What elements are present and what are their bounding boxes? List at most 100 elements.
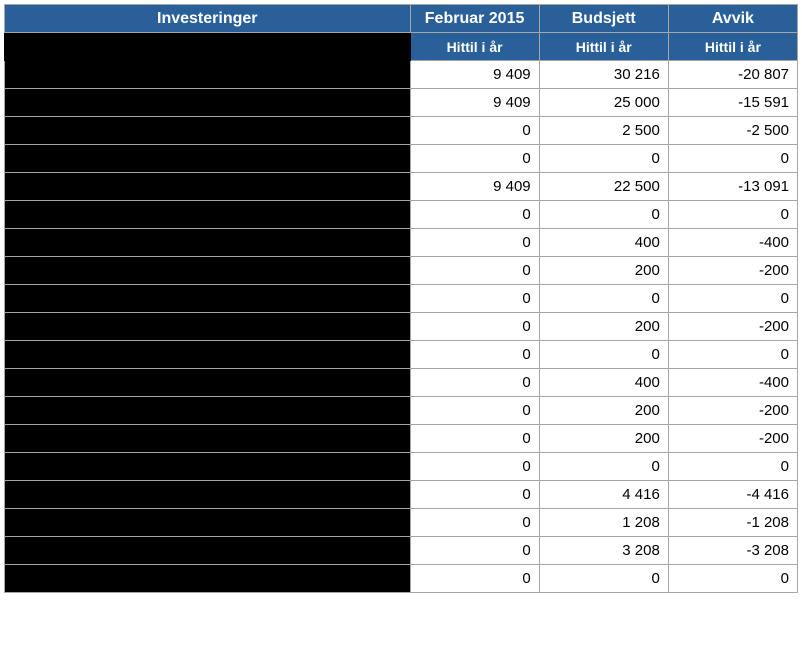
row-feb: 0 — [410, 565, 539, 593]
row-avvik: -20 807 — [668, 61, 797, 89]
row-avvik: -13 091 — [668, 173, 797, 201]
row-avvik: -400 — [668, 229, 797, 257]
row-label: I1140 (Aktivering av AUU-Bygg: Fortegn ( — [5, 201, 411, 229]
row-feb: 0 — [410, 285, 539, 313]
row-budsjett: 22 500 — [539, 173, 668, 201]
row-budsjett: 0 — [539, 565, 668, 593]
row-avvik: 0 — [668, 565, 797, 593]
row-avvik: 0 — [668, 201, 797, 229]
table-row: I1430 (AUU-Andre)03 208-3 208 — [5, 537, 798, 565]
table-row: I1440 (Aktivering av AUU-Andre: Fortegn … — [5, 565, 798, 593]
row-label: I1410 (Andre) — [5, 509, 411, 537]
row-feb: 0 — [410, 369, 539, 397]
row-feb: 0 — [410, 313, 539, 341]
header-februar: Februar 2015 — [410, 5, 539, 33]
row-budsjett: 0 — [539, 453, 668, 481]
table-row: I1130 (AUU-Bygg)9 40922 500-13 091 — [5, 173, 798, 201]
row-budsjett: 0 — [539, 285, 668, 313]
table-row: I1100 (Bygg og anlegg)9 40925 000-15 591 — [5, 89, 798, 117]
row-feb: 0 — [410, 145, 539, 173]
row-label: I1310 (Medisinsk teknisk utstyr) — [5, 397, 411, 425]
row-avvik: -200 — [668, 397, 797, 425]
table-body: I1000 (Total Investeringer)9 40930 216-2… — [5, 61, 798, 593]
row-budsjett: 200 — [539, 257, 668, 285]
row-feb: 9 409 — [410, 61, 539, 89]
header-avvik: Avvik — [668, 5, 797, 33]
row-feb: 0 — [410, 425, 539, 453]
row-avvik: 0 — [668, 453, 797, 481]
row-budsjett: 1 208 — [539, 509, 668, 537]
header-row-2: Hittil i år Hittil i år Hittil i år — [5, 33, 798, 61]
header-sub-budsjett: Hittil i år — [539, 33, 668, 61]
row-avvik: -15 591 — [668, 89, 797, 117]
row-feb: 9 409 — [410, 89, 539, 117]
row-feb: 0 — [410, 481, 539, 509]
header-budsjett: Budsjett — [539, 5, 668, 33]
row-label: I1100 (Bygg og anlegg) — [5, 89, 411, 117]
row-avvik: 0 — [668, 285, 797, 313]
row-feb: 0 — [410, 509, 539, 537]
row-budsjett: 400 — [539, 229, 668, 257]
row-budsjett: 25 000 — [539, 89, 668, 117]
row-feb: 0 — [410, 537, 539, 565]
row-label: I1330 (AUU-MTU) — [5, 425, 411, 453]
table-row: I1220 (Immatrielle eiendeler)000 — [5, 285, 798, 313]
row-label: I1240 (Aktivering av AUU-IKT: Fortegn (-… — [5, 341, 411, 369]
row-avvik: -1 208 — [668, 509, 797, 537]
table-row: I1230 (AUU-IKT)0200-200 — [5, 313, 798, 341]
row-feb: 0 — [410, 117, 539, 145]
row-feb: 0 — [410, 201, 539, 229]
header-investeringer: Investeringer — [5, 5, 411, 33]
row-label: I1440 (Aktivering av AUU-Andre: Fortegn … — [5, 565, 411, 593]
row-avvik: -4 416 — [668, 481, 797, 509]
row-budsjett: 3 208 — [539, 537, 668, 565]
table-row: I1310 (Medisinsk teknisk utstyr)0200-200 — [5, 397, 798, 425]
table-row: I1210 (IKT & EDB)0200-200 — [5, 257, 798, 285]
row-feb: 0 — [410, 341, 539, 369]
table-row: I1340 (Aktivering av AUU-MTU: Fortegn (0… — [5, 453, 798, 481]
table-row: I1120 (Tomt, bolig, kunst)000 — [5, 145, 798, 173]
row-label: I1210 (IKT & EDB) — [5, 257, 411, 285]
row-budsjett: 2 500 — [539, 117, 668, 145]
row-budsjett: 0 — [539, 341, 668, 369]
row-feb: 9 409 — [410, 173, 539, 201]
row-budsjett: 0 — [539, 145, 668, 173]
row-budsjett: 200 — [539, 313, 668, 341]
row-label: I1200 (IKT) — [5, 229, 411, 257]
row-label: I1110 (Bygg og anlegg) — [5, 117, 411, 145]
table-row: I1410 (Andre)01 208-1 208 — [5, 509, 798, 537]
row-feb: 0 — [410, 257, 539, 285]
row-avvik: -2 500 — [668, 117, 797, 145]
table-row: I1110 (Bygg og anlegg)02 500-2 500 — [5, 117, 798, 145]
row-avvik: -200 — [668, 425, 797, 453]
row-label: I1120 (Tomt, bolig, kunst) — [5, 145, 411, 173]
table-row: I1140 (Aktivering av AUU-Bygg: Fortegn (… — [5, 201, 798, 229]
row-avvik: 0 — [668, 145, 797, 173]
header-sub-feb: Hittil i år — [410, 33, 539, 61]
row-label: I1430 (AUU-Andre) — [5, 537, 411, 565]
table-row: I1330 (AUU-MTU)0200-200 — [5, 425, 798, 453]
row-avvik: -3 208 — [668, 537, 797, 565]
row-budsjett: 400 — [539, 369, 668, 397]
row-avvik: -200 — [668, 257, 797, 285]
row-feb: 0 — [410, 229, 539, 257]
row-label: I1340 (Aktivering av AUU-MTU: Fortegn ( — [5, 453, 411, 481]
table-row: I1240 (Aktivering av AUU-IKT: Fortegn (-… — [5, 341, 798, 369]
row-avvik: -200 — [668, 313, 797, 341]
row-label: I1000 (Total Investeringer) — [5, 61, 411, 89]
row-budsjett: 30 216 — [539, 61, 668, 89]
row-avvik: 0 — [668, 341, 797, 369]
header-sub-blank — [5, 33, 411, 61]
row-budsjett: 4 416 — [539, 481, 668, 509]
table-row: I1300 (MTU)0400-400 — [5, 369, 798, 397]
row-label: I1300 (MTU) — [5, 369, 411, 397]
header-row-1: Investeringer Februar 2015 Budsjett Avvi… — [5, 5, 798, 33]
table-row: I1200 (IKT)0400-400 — [5, 229, 798, 257]
row-label: I1400 (Andre) — [5, 481, 411, 509]
table-row: I1000 (Total Investeringer)9 40930 216-2… — [5, 61, 798, 89]
row-budsjett: 200 — [539, 425, 668, 453]
row-feb: 0 — [410, 397, 539, 425]
row-label: I1230 (AUU-IKT) — [5, 313, 411, 341]
row-feb: 0 — [410, 453, 539, 481]
table-row: I1400 (Andre)04 416-4 416 — [5, 481, 798, 509]
